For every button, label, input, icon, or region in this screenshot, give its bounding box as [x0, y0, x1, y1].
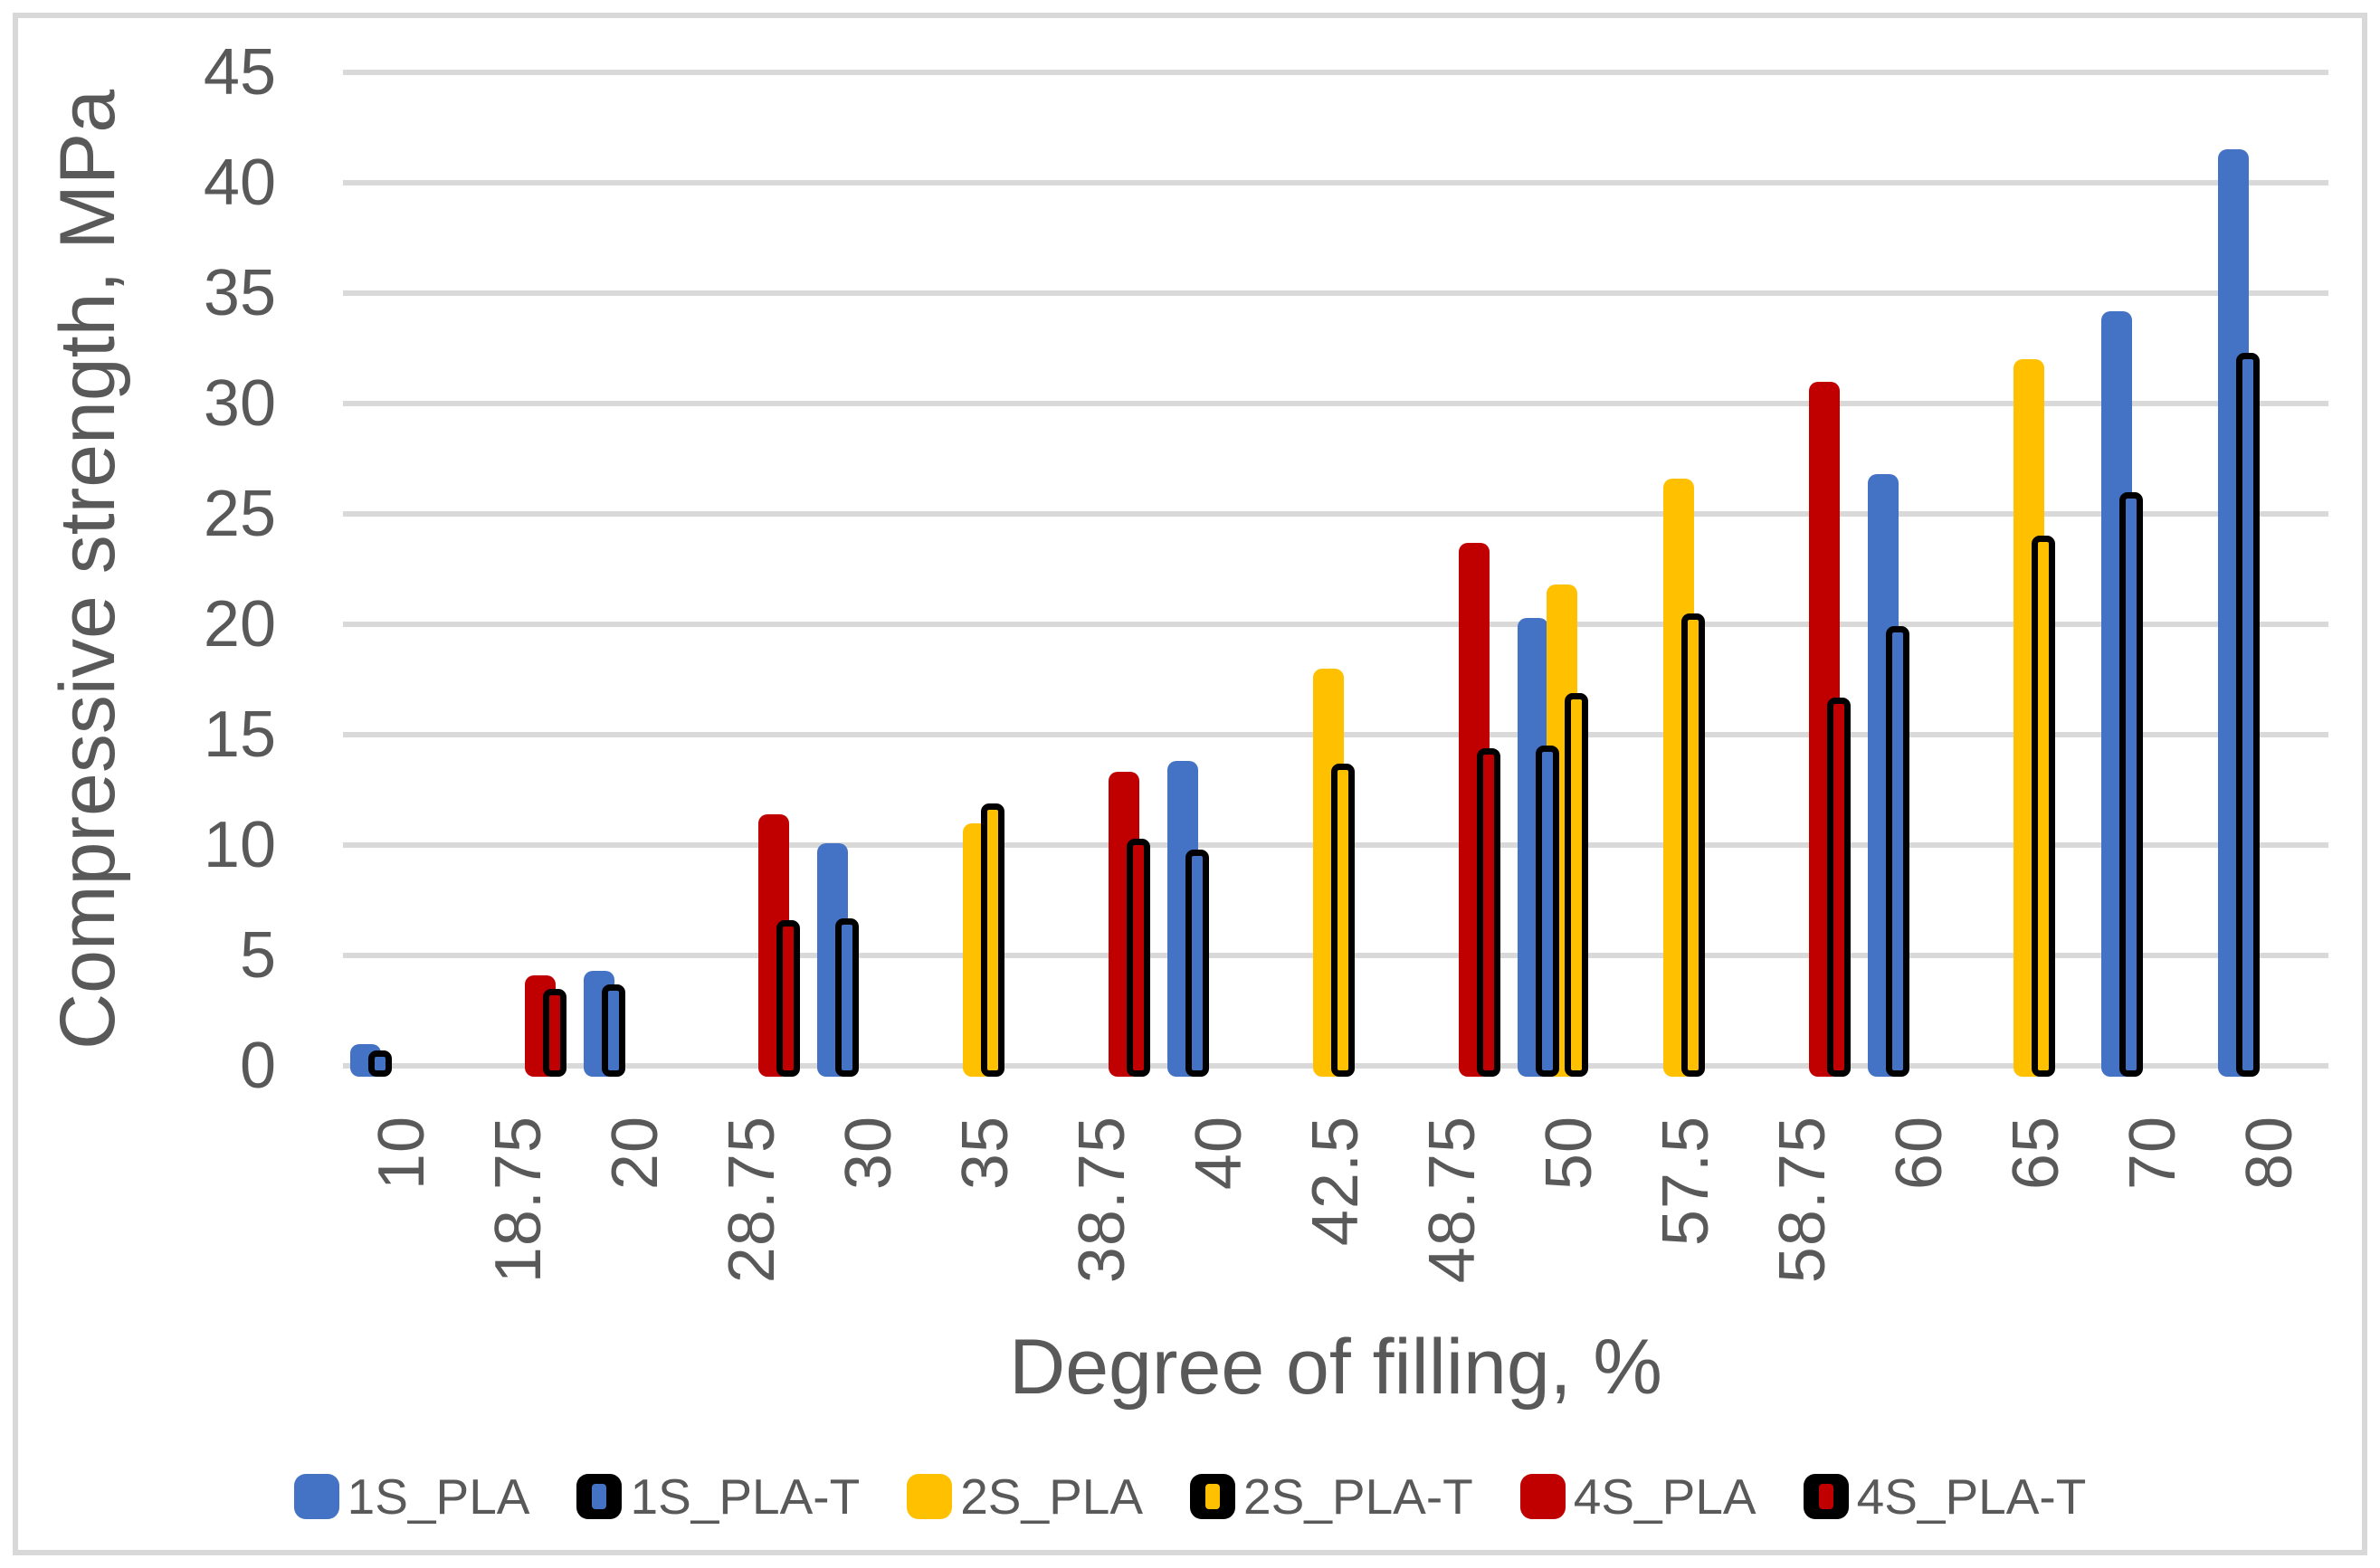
- legend-swatch-2S_PLA-T: [1190, 1474, 1236, 1519]
- x-tick-label-28.75: 28.75: [715, 1116, 788, 1284]
- legend-swatch-1S_PLA-T: [576, 1474, 623, 1519]
- gridline-45: [343, 70, 2328, 75]
- x-tick-label-70: 70: [2117, 1116, 2190, 1191]
- legend-swatch-inner-4S_PLA-T: [1818, 1484, 1833, 1509]
- legend-swatch-4S_PLA: [1519, 1474, 1566, 1519]
- bar-2S_PLA-T-57.5: [1681, 613, 1706, 1077]
- y-tick-label-10: 10: [203, 809, 276, 881]
- legend-label-2S_PLA: 2S_PLA: [960, 1468, 1144, 1525]
- gridline-40: [343, 180, 2328, 185]
- legend-item-2S_PLA-T: 2S_PLA-T: [1190, 1468, 1473, 1525]
- y-tick-label-45: 45: [203, 36, 276, 109]
- legend-swatch-inner-1S_PLA-T: [592, 1484, 607, 1509]
- bar-4S_PLA-T-18.75: [542, 988, 566, 1077]
- legend-label-4S_PLA: 4S_PLA: [1573, 1468, 1756, 1525]
- legend-label-1S_PLA-T: 1S_PLA-T: [630, 1468, 861, 1525]
- legend-label-4S_PLA-T: 4S_PLA-T: [1856, 1468, 2087, 1525]
- x-tick-label-10: 10: [365, 1116, 438, 1191]
- x-axis-title: Degree of filling, %: [1009, 1324, 1662, 1411]
- x-tick-label-48.75: 48.75: [1416, 1116, 1490, 1284]
- bar-4S_PLA-T-48.75: [1477, 747, 1501, 1077]
- x-tick-label-60: 60: [1883, 1116, 1956, 1191]
- x-tick-label-57.5: 57.5: [1650, 1116, 1723, 1247]
- y-tick-label-40: 40: [203, 147, 276, 219]
- bar-1S_PLA-T-10: [367, 1050, 392, 1077]
- legend-item-1S_PLA-T: 1S_PLA-T: [576, 1468, 860, 1525]
- bar-2S_PLA-T-50: [1565, 692, 1589, 1077]
- x-tick-label-38.75: 38.75: [1065, 1116, 1138, 1284]
- y-tick-label-15: 15: [203, 698, 276, 771]
- bar-1S_PLA-T-80: [2236, 352, 2261, 1077]
- bar-1S_PLA-T-70: [2119, 491, 2144, 1077]
- x-tick-label-50: 50: [1533, 1116, 1606, 1191]
- legend-item-4S_PLA: 4S_PLA: [1519, 1468, 1756, 1525]
- legend-item-1S_PLA: 1S_PLA: [293, 1468, 530, 1525]
- x-tick-label-35: 35: [948, 1116, 1022, 1191]
- bar-4S_PLA-T-28.75: [776, 919, 800, 1077]
- bar-1S_PLA-T-60: [1886, 626, 1910, 1077]
- legend-label-1S_PLA: 1S_PLA: [347, 1468, 530, 1525]
- y-tick-label-25: 25: [203, 478, 276, 550]
- y-tick-label-35: 35: [203, 257, 276, 329]
- chart-legend: 1S_PLA 1S_PLA-T 2S_PLA 2S_PLA-T 4S_PLA 4S_PLA…: [0, 1468, 2380, 1525]
- x-tick-label-58.75: 58.75: [1766, 1116, 1840, 1284]
- gridline-30: [343, 401, 2328, 406]
- bar-2S_PLA-T-35: [980, 803, 1004, 1077]
- x-tick-label-42.5: 42.5: [1299, 1116, 1372, 1247]
- x-tick-label-18.75: 18.75: [481, 1116, 555, 1284]
- x-tick-label-30: 30: [832, 1116, 905, 1191]
- bar-1S_PLA-T-40: [1185, 849, 1209, 1077]
- bar-1S_PLA-T-50: [1536, 746, 1560, 1077]
- legend-item-2S_PLA: 2S_PLA: [907, 1468, 1143, 1525]
- bar-4S_PLA-T-58.75: [1827, 697, 1852, 1077]
- x-tick-label-80: 80: [2233, 1116, 2307, 1191]
- y-tick-label-20: 20: [203, 588, 276, 660]
- bar-1S_PLA-T-20: [601, 984, 625, 1077]
- bar-2S_PLA-T-42.5: [1331, 763, 1355, 1077]
- x-tick-label-20: 20: [598, 1116, 671, 1191]
- x-tick-label-65: 65: [2000, 1116, 2073, 1191]
- gridline-20: [343, 622, 2328, 627]
- y-tick-label-30: 30: [203, 367, 276, 440]
- legend-item-4S_PLA-T: 4S_PLA-T: [1803, 1468, 2087, 1525]
- gridline-25: [343, 511, 2328, 517]
- legend-swatch-inner-2S_PLA-T: [1205, 1484, 1221, 1509]
- bar-4S_PLA-T-38.75: [1126, 838, 1150, 1077]
- x-tick-label-40: 40: [1182, 1116, 1255, 1191]
- legend-swatch-4S_PLA-T: [1803, 1474, 1849, 1519]
- gridline-35: [343, 290, 2328, 296]
- y-tick-label-5: 5: [239, 919, 276, 992]
- legend-label-2S_PLA-T: 2S_PLA-T: [1243, 1468, 1473, 1525]
- y-tick-label-0: 0: [239, 1030, 276, 1102]
- y-axis-title: Compressive strength, MPa: [44, 89, 131, 1050]
- legend-swatch-1S_PLA: [293, 1474, 339, 1519]
- plot-area: [343, 70, 2328, 1077]
- bar-1S_PLA-T-30: [834, 917, 859, 1077]
- bar-2S_PLA-T-65: [2032, 536, 2056, 1077]
- legend-swatch-2S_PLA: [907, 1474, 953, 1519]
